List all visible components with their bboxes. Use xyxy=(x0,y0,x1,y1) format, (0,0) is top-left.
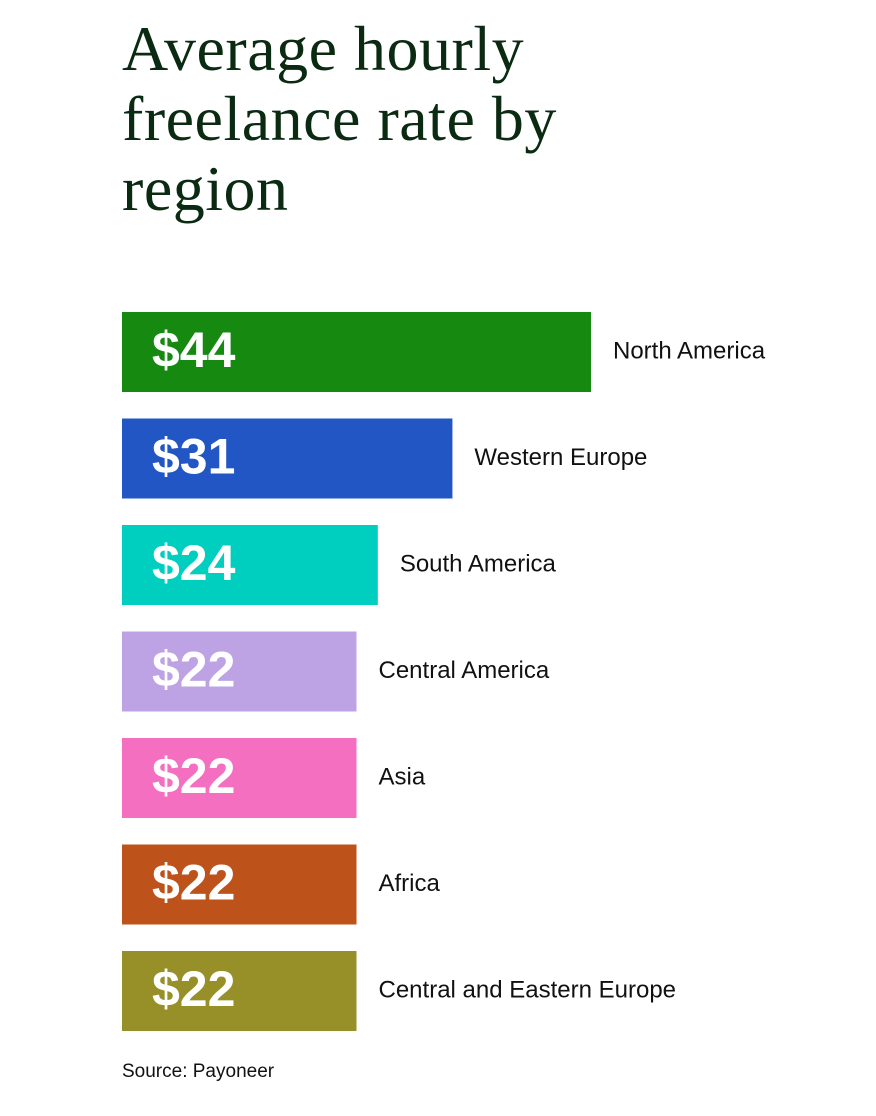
value-label: $22 xyxy=(152,748,235,804)
bar xyxy=(122,418,453,499)
value-label: $22 xyxy=(152,855,235,911)
value-label: $44 xyxy=(152,322,236,378)
category-label: Asia xyxy=(379,763,426,790)
category-label: Central and Eastern Europe xyxy=(379,976,677,1003)
bar xyxy=(122,951,357,1031)
chart-title: Average hourly freelance rate by region xyxy=(122,13,557,224)
category-label: North America xyxy=(613,337,766,364)
category-label: Africa xyxy=(379,870,441,897)
bar xyxy=(122,525,378,605)
value-label: $24 xyxy=(152,535,236,591)
source: Source: Payoneer xyxy=(122,1061,275,1082)
category-label: Central America xyxy=(379,657,550,684)
bar xyxy=(122,738,357,818)
bar xyxy=(122,631,357,712)
bar xyxy=(122,844,357,925)
value-label: $22 xyxy=(152,642,235,698)
category-label: South America xyxy=(400,550,557,577)
category-label: Western Europe xyxy=(474,444,647,471)
value-label: $22 xyxy=(152,961,235,1017)
value-label: $31 xyxy=(152,429,235,485)
bar xyxy=(122,312,591,392)
